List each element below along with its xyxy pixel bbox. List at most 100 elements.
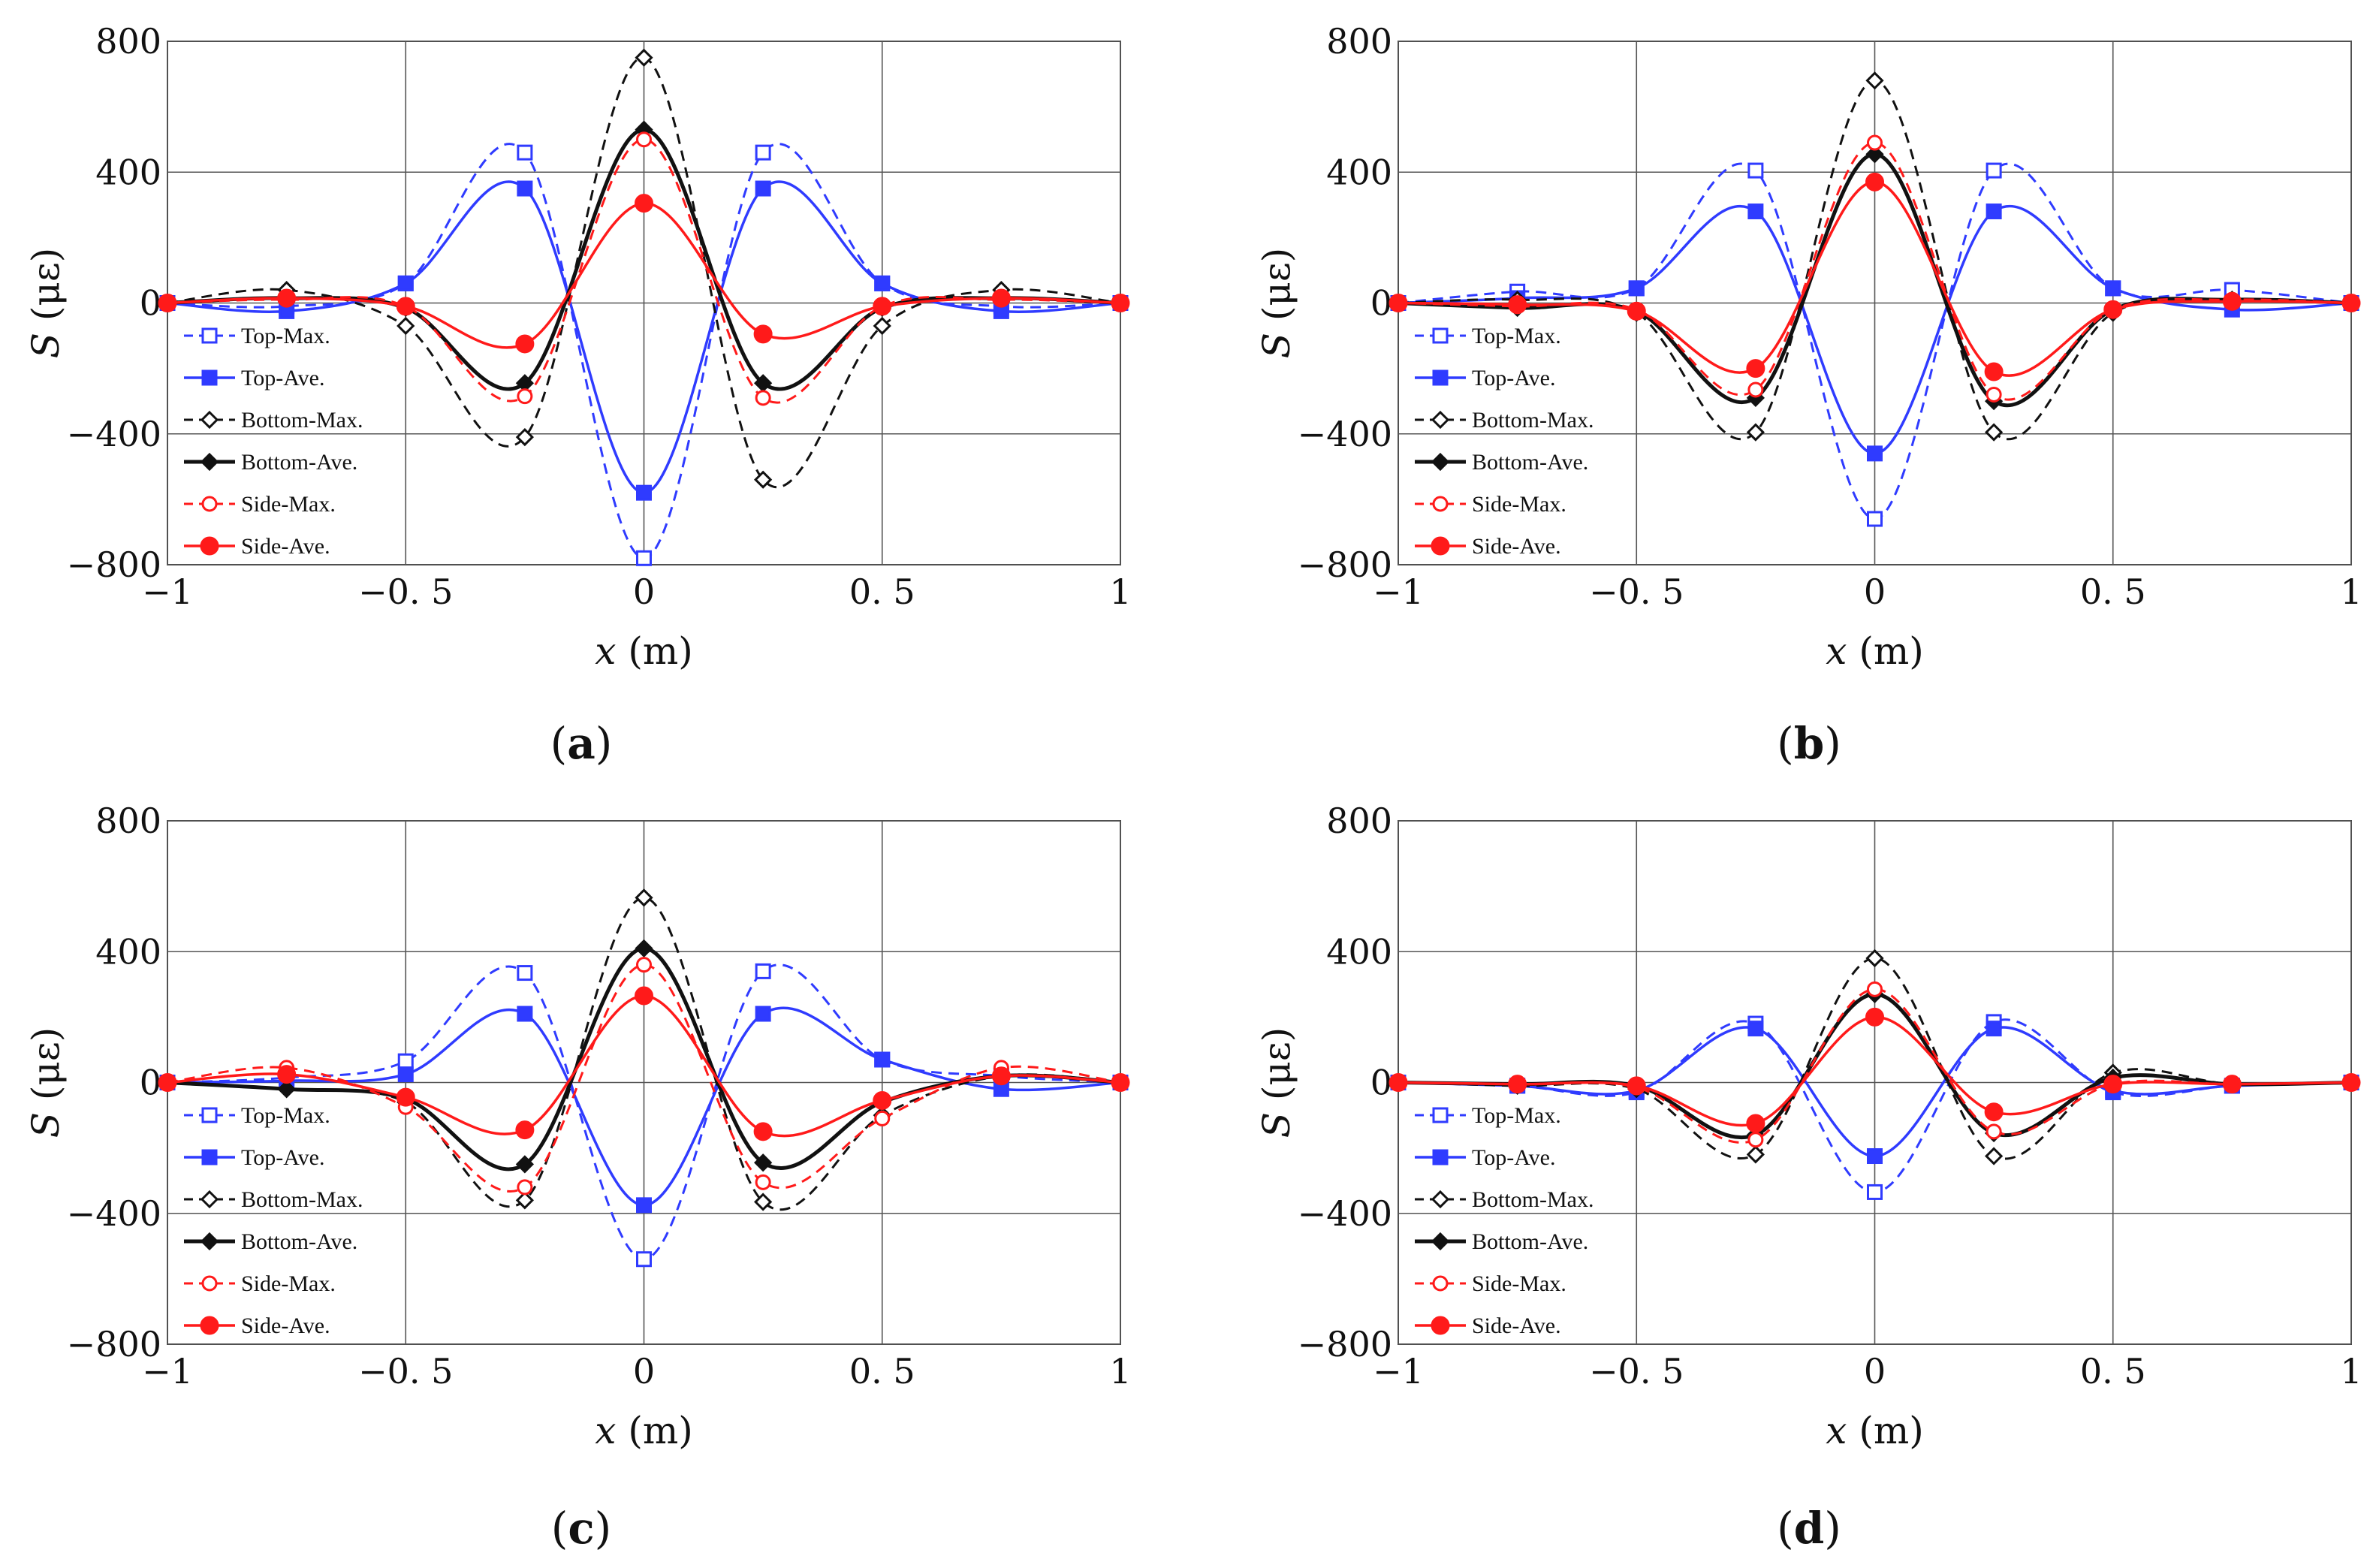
data-point [1747,1132,1764,1148]
data-point [1984,362,2004,381]
caption-paren-close: ) [1824,718,1841,769]
data-point [635,888,653,907]
y-tick-label: 400 [1326,152,1392,192]
legend-entry: Top-Max. [241,1103,330,1128]
data-point [755,144,771,161]
data-point [873,1090,892,1110]
x-tick-label: 1 [1109,1351,1131,1392]
x-tick-label: −0. 5 [1589,571,1684,612]
legend-entry: Top-Ave. [1472,1145,1555,1170]
y-tick-label: 800 [95,21,161,62]
legend-marker [201,369,218,386]
x-axis-variable: x [1826,629,1847,673]
y-tick-label: −800 [67,1324,161,1364]
data-point [397,1053,414,1069]
data-point [636,957,652,973]
legend-entry: Side-Ave. [1472,1313,1561,1338]
y-axis-variable: S [24,333,68,358]
data-point [517,965,533,982]
x-axis-unit: (m) [616,1409,692,1452]
data-point [1986,204,2002,220]
legend-marker [200,1190,219,1209]
data-point [636,131,652,148]
legend-entry: Top-Ave. [241,1145,324,1170]
caption-paren-open: ( [551,1503,568,1554]
panel-caption: (b) [1777,718,1841,769]
series-side-ave [1389,1007,2361,1133]
data-point [1867,1184,1883,1200]
legend-marker [1431,452,1450,472]
y-tick-label: −400 [67,1193,161,1234]
y-tick-label: 400 [95,152,161,192]
data-point [1628,280,1645,297]
legend: Top-Max. Top-Ave. Bottom-Max. Bottom-Ave. Si… [1415,1103,1594,1338]
data-point [517,388,533,405]
data-point [2341,1073,2361,1092]
data-point [1865,71,1884,90]
data-point [874,1051,891,1068]
y-tick-label: 0 [1370,1063,1392,1103]
legend-entry: Top-Max. [241,324,330,348]
data-point [2222,1075,2242,1094]
y-axis-unit: (με) [24,1027,68,1112]
chart-panel-b: −800 −400 0 400 800 −1 −0. 5 0 0. 5 1 x (m) S (με) T… [1255,21,2362,769]
data-point [158,294,177,312]
data-point [1867,511,1883,527]
caption-paren-open: ( [1777,1503,1794,1554]
data-point [277,288,297,308]
caption-paren-close: ) [1824,1503,1841,1554]
x-axis-label: x (m) [1826,629,1924,673]
x-tick-label: 1 [2340,1351,2362,1392]
x-axis-unit: (m) [1847,1409,1923,1452]
data-point [755,390,771,406]
data-point [515,1191,534,1210]
y-axis-variable: S [1255,333,1298,358]
data-point [1746,1114,1765,1133]
data-point [636,550,652,566]
legend: Top-Max. Top-Ave. Bottom-Max. Bottom-Ave. Si… [1415,324,1594,559]
legend: Top-Max. Top-Ave. Bottom-Max. Bottom-Ave. Si… [184,1103,363,1338]
series-side-ave [1389,172,2361,381]
data-point [991,1066,1011,1086]
data-point [1747,204,1764,220]
legend-marker [200,536,219,556]
legend-entry: Side-Max. [1472,492,1566,517]
x-tick-label: −0. 5 [358,1351,453,1392]
legend-entry: Side-Max. [241,1271,336,1296]
series-line [1398,141,2352,401]
data-point [755,1174,771,1190]
data-point [874,1110,891,1126]
legend-entry: Bottom-Max. [1472,1187,1594,1212]
y-tick-label: 800 [1326,801,1392,841]
data-point [397,275,414,291]
data-point [397,316,415,336]
y-tick-label: 0 [140,283,161,324]
legend-entry: Side-Ave. [1472,534,1561,559]
legend-entry: Side-Max. [241,492,336,517]
caption-paren-close: ) [595,1503,612,1554]
x-tick-label: −1 [1373,571,1424,612]
y-axis-variable: S [1255,1112,1298,1138]
data-point [1867,134,1883,151]
data-point [397,1066,414,1083]
legend-marker [200,1316,219,1335]
data-point [517,1179,533,1196]
data-point [515,1120,535,1140]
x-tick-label: −1 [142,571,193,612]
x-axis-unit: (m) [1847,629,1923,673]
x-tick-label: 0. 5 [2080,1351,2146,1392]
x-axis-label: x (m) [1826,1409,1924,1452]
series-line [167,138,1121,404]
legend-marker [1432,1275,1449,1292]
data-point [515,427,534,447]
legend-entry: Side-Ave. [241,1313,330,1338]
caption-letter: a [567,718,596,769]
caption-paren-open: ( [1777,718,1794,769]
data-point [1985,1147,2004,1165]
data-point [873,297,892,316]
y-tick-label: −800 [1298,544,1392,585]
chart-panel-a: −800 −400 0 400 800 −1 −0. 5 0 0. 5 1 x (m) S (με) T… [24,21,1132,769]
legend-entry: Bottom-Ave. [1472,450,1588,475]
data-point [755,180,771,197]
data-point [1986,1123,2002,1140]
